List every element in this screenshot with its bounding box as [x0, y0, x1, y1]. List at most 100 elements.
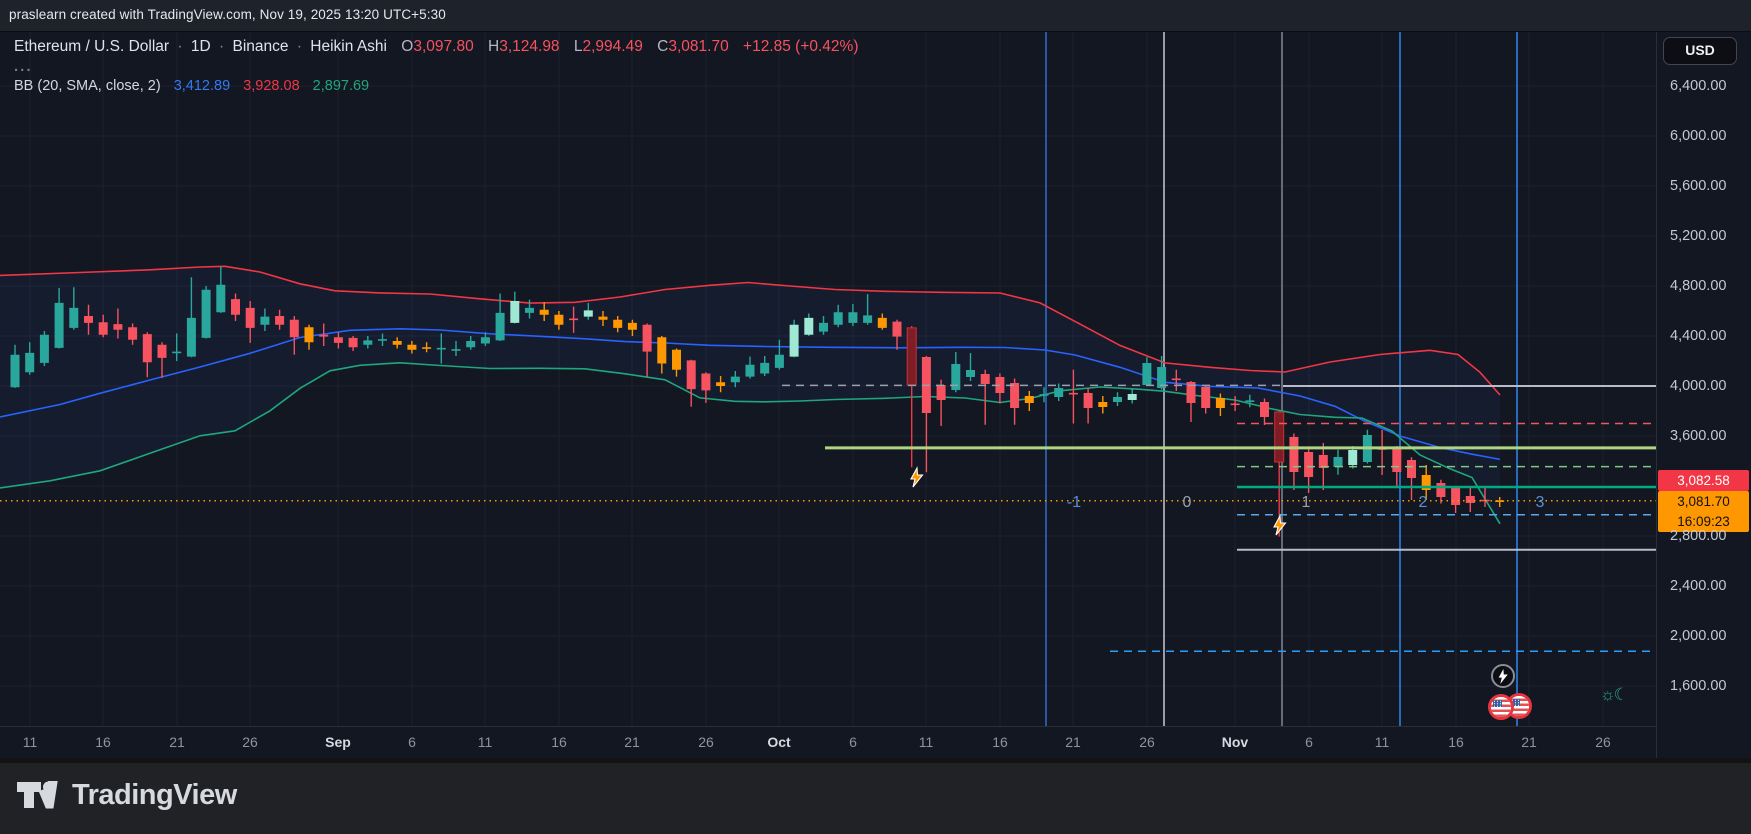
- candle-body: [39, 334, 49, 363]
- last-price-label: 3,081.70 16:09:23: [1658, 491, 1749, 532]
- close-value: 3,081.70: [668, 38, 729, 55]
- candle-body: [333, 337, 343, 343]
- time-tick-label: 21: [1065, 734, 1081, 750]
- time-tick-label: 11: [1374, 734, 1390, 750]
- bb-basis-value: 3,412.89: [173, 78, 231, 94]
- candle-body: [348, 337, 358, 348]
- chart-style-label: Heikin Ashi: [310, 38, 387, 55]
- candle-body: [672, 349, 681, 370]
- candle-body: [201, 289, 211, 338]
- tradingview-logo-text: TradingView: [72, 778, 237, 811]
- candle-body: [1495, 500, 1505, 502]
- candle-body: [906, 327, 917, 386]
- logo-bar: TradingView: [0, 758, 1751, 834]
- candle-body: [819, 322, 828, 332]
- high-value: 3,124.98: [499, 38, 560, 55]
- candle-body: [980, 374, 990, 384]
- price-tick-label: 5,200.00: [1670, 228, 1727, 244]
- candle-body: [760, 362, 770, 374]
- candle-body: [569, 318, 579, 321]
- candle-body: [1054, 388, 1064, 397]
- candle-body: [642, 324, 652, 352]
- candle-body: [142, 334, 152, 363]
- tradingview-logo[interactable]: TradingView: [15, 778, 237, 812]
- candle-body: [1230, 403, 1240, 406]
- symbol-legend-row[interactable]: Ethereum / U.S. Dollar · 1D · Binance · …: [14, 38, 859, 55]
- candle-body: [598, 316, 608, 320]
- candle-body: [436, 347, 446, 350]
- wave-count-label[interactable]: 2: [1419, 494, 1428, 511]
- close-key: C: [657, 38, 669, 55]
- time-axis[interactable]: 11 16 21 26 Sep 6 11 16 21 26 Oct 6 11 16 21 26 Nov 6 11 16…: [0, 726, 1751, 758]
- time-tick-label: 11: [477, 734, 493, 750]
- time-tick-label: 16: [95, 734, 111, 750]
- candle-body: [966, 370, 975, 377]
- candle-body: [319, 334, 329, 337]
- candle-body: [1083, 393, 1093, 408]
- bar-countdown: 16:09:23: [1677, 514, 1730, 529]
- change-value: +12.85 (+0.42%): [743, 38, 859, 55]
- candle-body: [1098, 402, 1108, 407]
- exchange-label: Binance: [232, 38, 289, 55]
- attribution-bar: praslearn created with TradingView.com, …: [0, 0, 1751, 32]
- legend-more-ellipsis[interactable]: ...: [14, 58, 33, 75]
- candle-body: [1245, 400, 1255, 402]
- candle-body: [1451, 488, 1461, 505]
- time-tick-label: 21: [624, 734, 640, 750]
- candle-body: [1407, 460, 1416, 478]
- lightning-marker-icon[interactable]: [910, 466, 924, 488]
- candle-body: [1465, 496, 1475, 503]
- time-tick-label: 6: [408, 734, 416, 750]
- time-tick-label: 6: [1305, 734, 1313, 750]
- candle-body: [1142, 363, 1152, 385]
- candle-body: [863, 315, 873, 323]
- candle-body: [113, 324, 123, 330]
- candle-body: [216, 284, 226, 313]
- time-tick-label: 6: [849, 734, 857, 750]
- candle-body: [466, 341, 476, 348]
- open-key: O: [401, 38, 414, 55]
- chart-plot-area[interactable]: -1 0 1 2 3: [0, 32, 1656, 726]
- candle-body: [789, 324, 799, 357]
- candle-body: [583, 310, 593, 317]
- wave-count-label[interactable]: 1: [1302, 494, 1311, 511]
- indicator-name[interactable]: BB (20, SMA, close, 2): [14, 78, 161, 94]
- candle-body: [554, 314, 564, 325]
- candle-body: [657, 337, 667, 364]
- price-axis[interactable]: USD 3,082.58 3,081.70 16:09:23 6,400.00 6…: [1656, 32, 1751, 758]
- lightning-marker-icon[interactable]: [1273, 514, 1287, 536]
- candle-body: [1289, 437, 1299, 472]
- price-chart-canvas[interactable]: -1 0 1 2 3: [0, 32, 1656, 726]
- price-tick-label: 4,000.00: [1670, 378, 1727, 394]
- candle-body: [157, 344, 167, 358]
- interval-label[interactable]: 1D: [190, 38, 211, 55]
- time-tick-label: 11: [918, 734, 934, 750]
- currency-toggle-button[interactable]: USD: [1663, 37, 1737, 65]
- chart-legend: Ethereum / U.S. Dollar · 1D · Binance · …: [14, 38, 859, 94]
- symbol-title[interactable]: Ethereum / U.S. Dollar: [14, 38, 170, 55]
- wave-count-label[interactable]: 3: [1536, 494, 1545, 511]
- time-tick-label: 26: [242, 734, 258, 750]
- candle-body: [98, 322, 108, 335]
- indicator-legend-row[interactable]: BB (20, SMA, close, 2) 3,412.89 3,928.08…: [14, 78, 859, 94]
- candle-body: [1333, 457, 1343, 467]
- candle-body: [1421, 475, 1431, 490]
- candle-body: [1201, 387, 1211, 408]
- real-price-label: 3,082.58: [1658, 470, 1749, 491]
- price-tick-label: 1,600.00: [1670, 678, 1727, 694]
- candle-body: [84, 316, 93, 323]
- candle-body: [745, 364, 755, 377]
- wave-count-label[interactable]: -1: [1067, 494, 1081, 511]
- candle-body: [54, 302, 64, 348]
- bb-fill: [0, 266, 1500, 524]
- wave-count-label[interactable]: 0: [1183, 494, 1192, 511]
- candle-body: [1260, 402, 1269, 417]
- candle-body: [1039, 394, 1049, 396]
- candle-body: [128, 327, 138, 340]
- candle-body: [245, 307, 255, 328]
- candle-body: [510, 301, 520, 323]
- candle-body: [275, 316, 285, 325]
- time-tick-label: 21: [169, 734, 185, 750]
- candle-body: [1215, 398, 1225, 408]
- candle-body: [1171, 378, 1181, 381]
